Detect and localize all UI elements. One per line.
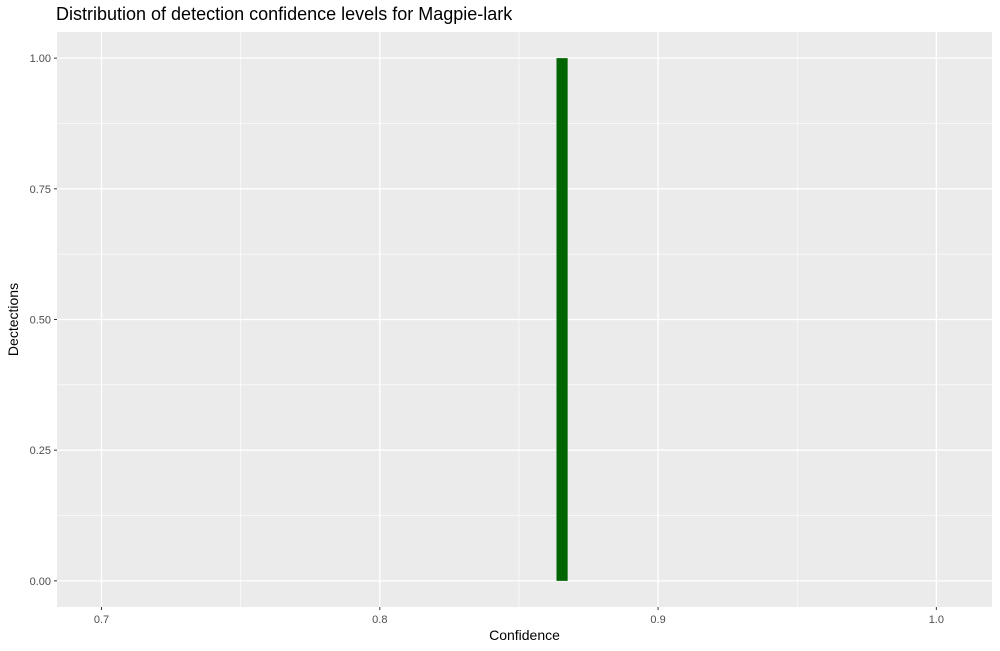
x-tick-label: 1.0 (929, 614, 944, 626)
bars-layer (556, 58, 568, 581)
y-tick-label: 0.50 (30, 315, 51, 327)
histogram-bar (556, 58, 568, 581)
chart-title: Distribution of detection confidence lev… (56, 4, 513, 24)
x-tick-label: 0.7 (94, 614, 109, 626)
x-tick-label: 0.8 (372, 614, 387, 626)
major-gridlines (57, 32, 992, 607)
y-tick-label: 1.00 (30, 53, 51, 65)
y-axis-title: Dectections (5, 283, 21, 356)
y-tick-label: 0.25 (30, 445, 51, 457)
y-axis: 0.00 0.25 0.50 0.75 1.00 (30, 53, 57, 588)
x-axis-title: Confidence (489, 627, 560, 643)
y-tick-label: 0.00 (30, 576, 51, 588)
x-axis: 0.7 0.8 0.9 1.0 (94, 607, 944, 626)
x-tick-label: 0.9 (650, 614, 665, 626)
y-tick-label: 0.75 (30, 184, 51, 196)
